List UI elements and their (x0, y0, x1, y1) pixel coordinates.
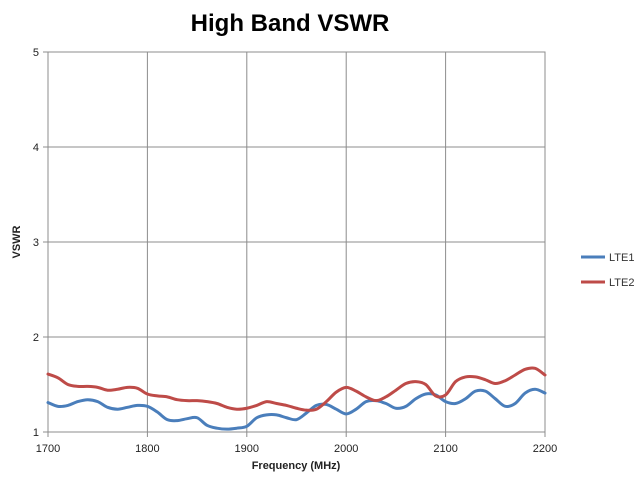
legend-label-lte1: LTE1 (609, 252, 634, 264)
x-axis-label: Frequency (MHz) (252, 460, 341, 472)
y-axis-label: VSWR (11, 225, 23, 258)
legend: LTE1 LTE2 (581, 252, 634, 289)
series-line-lte1 (46, 387, 547, 431)
x-tick-label-1700: 1700 (36, 443, 60, 455)
y-tick-label-2: 2 (33, 332, 39, 344)
series-line-lte2 (46, 366, 547, 412)
x-tick-label-2200: 2200 (533, 443, 557, 455)
y-tick-label-3: 3 (33, 237, 39, 249)
legend-label-lte2: LTE2 (609, 277, 634, 289)
y-tick-label-1: 1 (33, 427, 39, 439)
x-tick-label-1900: 1900 (235, 443, 259, 455)
y-tick-label-4: 4 (33, 142, 39, 154)
y-axis-ticks: 1 2 3 4 5 (33, 47, 48, 439)
y-tick-label-5: 5 (33, 47, 39, 59)
x-tick-label-1800: 1800 (135, 443, 159, 455)
x-tick-label-2100: 2100 (433, 443, 457, 455)
chart-title: High Band VSWR (191, 10, 390, 37)
x-axis-ticks: 1700 1800 1900 2000 2100 2200 (36, 432, 557, 455)
x-tick-label-2000: 2000 (334, 443, 358, 455)
series-lines (46, 366, 547, 431)
